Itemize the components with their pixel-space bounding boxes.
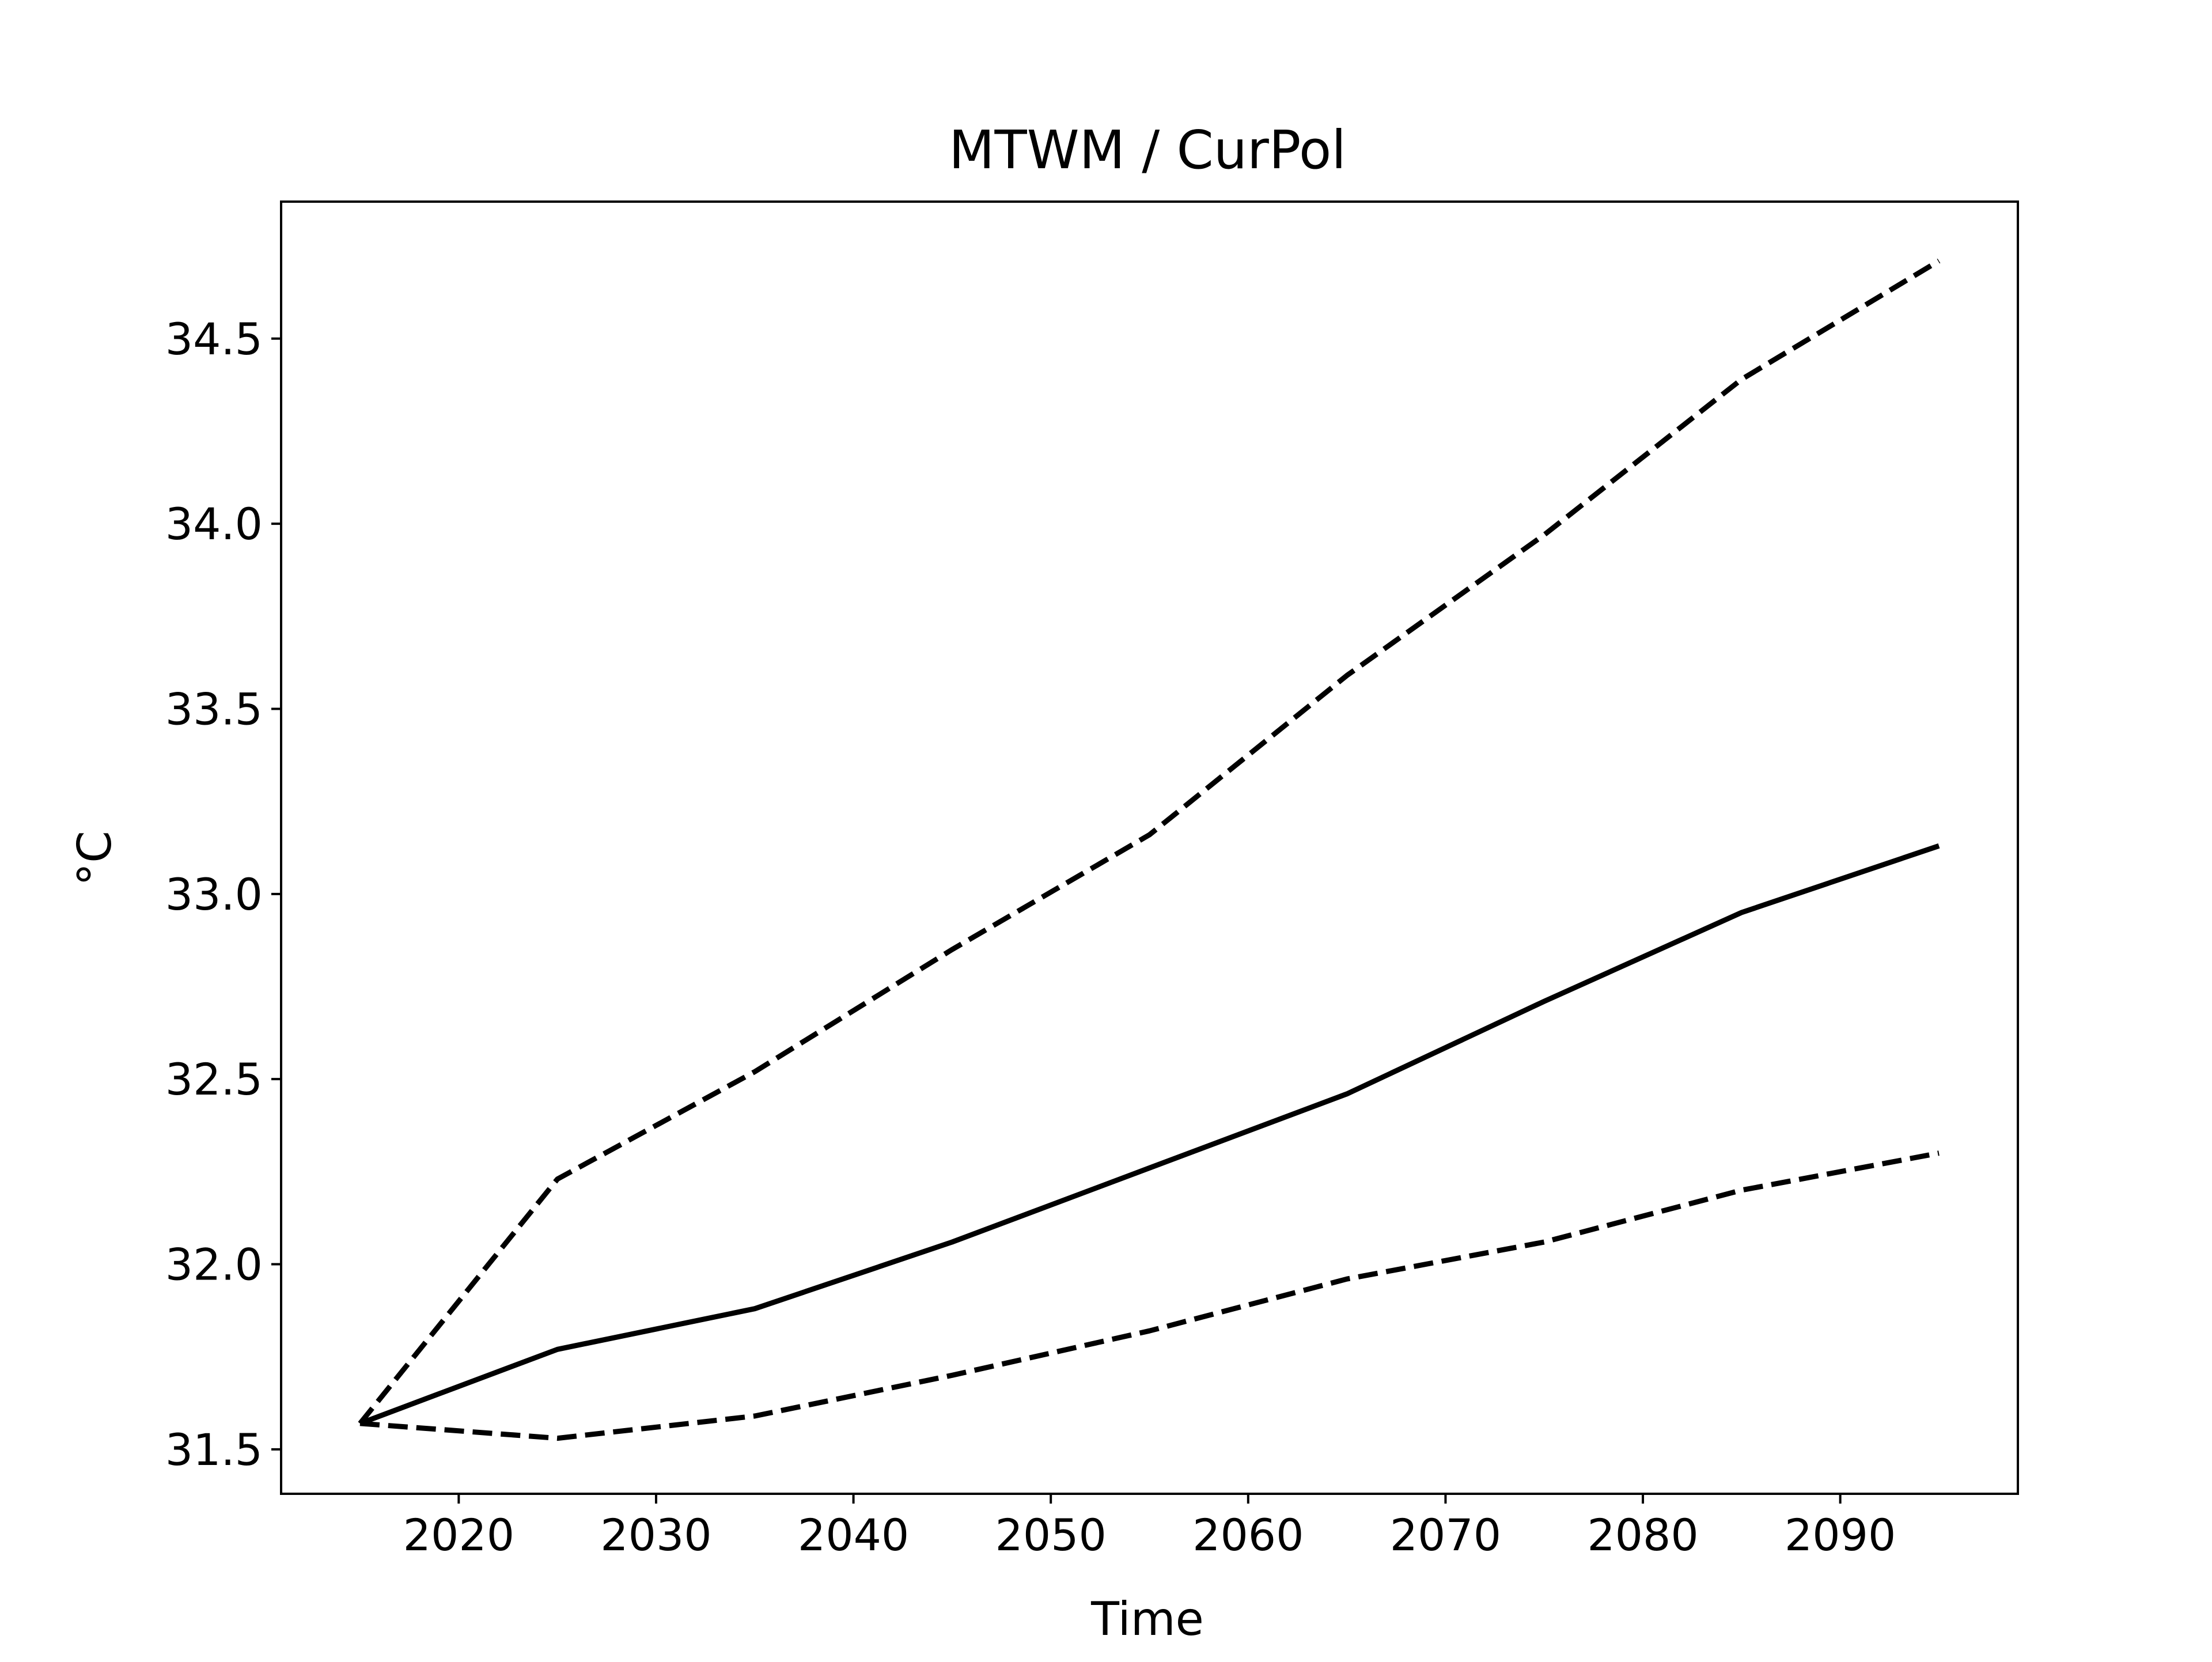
- y-tick-label: 34.5: [165, 313, 263, 365]
- y-tick-label: 34.0: [165, 498, 263, 550]
- x-tick-label: 2030: [600, 1509, 711, 1561]
- x-tick-label: 2060: [1192, 1509, 1304, 1561]
- y-tick-label: 31.5: [165, 1424, 263, 1475]
- x-axis-label: Time: [1090, 1592, 1204, 1646]
- y-axis-label: °C: [68, 831, 122, 886]
- x-tick-label: 2090: [1785, 1509, 1896, 1561]
- x-tick-label: 2050: [995, 1509, 1106, 1561]
- series-line-2: [359, 843, 1940, 1426]
- y-tick-label: 33.5: [165, 683, 263, 735]
- x-tick-label: 2080: [1587, 1509, 1698, 1561]
- series-line-3: [359, 1150, 1940, 1441]
- x-tick-label: 2020: [403, 1509, 514, 1561]
- plot-frame: [280, 200, 2019, 1495]
- y-tick-label: 33.0: [165, 869, 263, 920]
- plot-area: 2020 2030 2040 2050 2060 2070 2080 2090 31.5 32.0…: [165, 200, 2019, 1561]
- y-tick-label: 32.0: [165, 1239, 263, 1290]
- series-line-1: [358, 258, 1941, 1425]
- y-tick-label: 32.5: [165, 1054, 263, 1105]
- x-tick-label: 2070: [1390, 1509, 1501, 1561]
- chart-title: MTWM / CurPol: [949, 119, 1346, 181]
- x-tick-label: 2040: [798, 1509, 909, 1561]
